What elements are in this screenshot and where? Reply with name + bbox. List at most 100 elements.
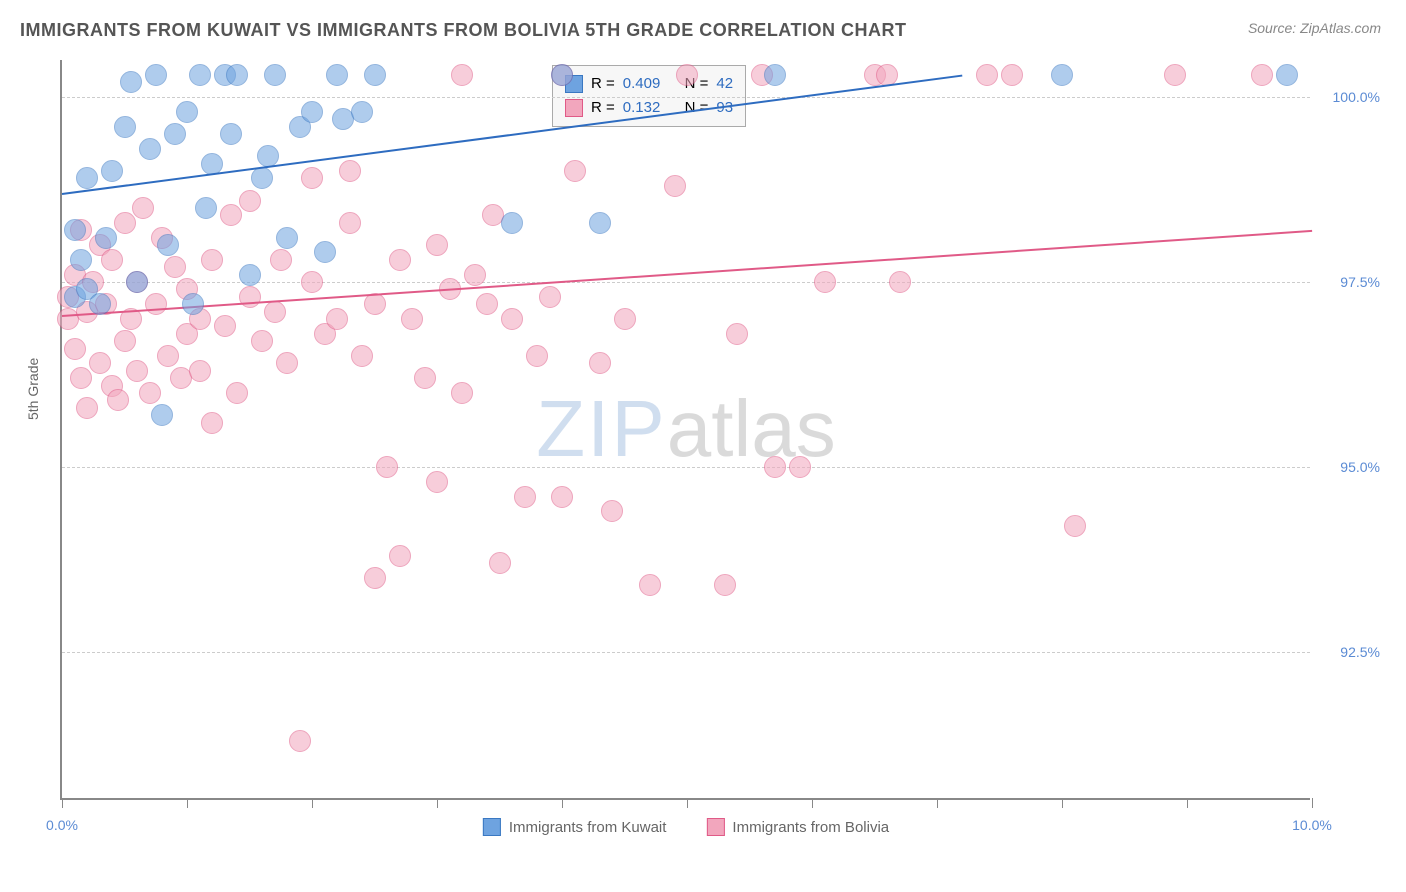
data-point-kuwait <box>1051 64 1073 86</box>
data-point-bolivia <box>114 212 136 234</box>
data-point-bolivia <box>364 567 386 589</box>
data-point-kuwait <box>276 227 298 249</box>
data-point-bolivia <box>451 64 473 86</box>
data-point-kuwait <box>195 197 217 219</box>
data-point-kuwait <box>145 64 167 86</box>
data-point-bolivia <box>89 352 111 374</box>
data-point-kuwait <box>176 101 198 123</box>
data-point-bolivia <box>401 308 423 330</box>
data-point-bolivia <box>226 382 248 404</box>
data-point-kuwait <box>589 212 611 234</box>
data-point-kuwait <box>364 64 386 86</box>
data-point-kuwait <box>351 101 373 123</box>
data-point-bolivia <box>476 293 498 315</box>
data-point-bolivia <box>526 345 548 367</box>
data-point-bolivia <box>326 308 348 330</box>
data-point-bolivia <box>551 486 573 508</box>
data-point-bolivia <box>276 352 298 374</box>
legend-item-bolivia: Immigrants from Bolivia <box>706 818 889 836</box>
x-tick <box>1312 798 1313 808</box>
data-point-bolivia <box>676 64 698 86</box>
data-point-kuwait <box>326 64 348 86</box>
data-point-kuwait <box>551 64 573 86</box>
data-point-bolivia <box>1251 64 1273 86</box>
data-point-bolivia <box>220 204 242 226</box>
data-point-bolivia <box>539 286 561 308</box>
x-tick <box>562 798 563 808</box>
data-point-kuwait <box>226 64 248 86</box>
data-point-kuwait <box>126 271 148 293</box>
data-point-kuwait <box>95 227 117 249</box>
data-point-kuwait <box>314 241 336 263</box>
data-point-kuwait <box>157 234 179 256</box>
x-tick <box>437 798 438 808</box>
n-value-kuwait: 42 <box>716 72 733 96</box>
swatch-kuwait-icon <box>483 818 501 836</box>
data-point-bolivia <box>601 500 623 522</box>
data-point-bolivia <box>464 264 486 286</box>
data-point-bolivia <box>239 190 261 212</box>
data-point-bolivia <box>270 249 292 271</box>
data-point-bolivia <box>489 552 511 574</box>
r-label: R = <box>591 72 615 96</box>
data-point-bolivia <box>114 330 136 352</box>
x-tick <box>62 798 63 808</box>
data-point-bolivia <box>664 175 686 197</box>
legend-label-kuwait: Immigrants from Kuwait <box>509 819 667 836</box>
data-point-kuwait <box>139 138 161 160</box>
data-point-kuwait <box>189 64 211 86</box>
r-value-kuwait: 0.409 <box>623 72 661 96</box>
r-label: R = <box>591 96 615 120</box>
data-point-bolivia <box>145 293 167 315</box>
data-point-bolivia <box>201 412 223 434</box>
data-point-kuwait <box>164 123 186 145</box>
data-point-bolivia <box>764 456 786 478</box>
y-tick-label: 92.5% <box>1340 644 1380 660</box>
data-point-bolivia <box>376 456 398 478</box>
data-point-bolivia <box>214 315 236 337</box>
y-axis-label: 5th Grade <box>25 358 41 420</box>
data-point-bolivia <box>107 389 129 411</box>
data-point-bolivia <box>351 345 373 367</box>
data-point-bolivia <box>614 308 636 330</box>
data-point-bolivia <box>426 234 448 256</box>
data-point-bolivia <box>64 338 86 360</box>
data-point-bolivia <box>126 360 148 382</box>
data-point-bolivia <box>389 249 411 271</box>
data-point-kuwait <box>89 293 111 315</box>
data-point-kuwait <box>76 167 98 189</box>
data-point-bolivia <box>589 352 611 374</box>
data-point-kuwait <box>301 101 323 123</box>
data-point-kuwait <box>501 212 523 234</box>
data-point-kuwait <box>70 249 92 271</box>
data-point-kuwait <box>182 293 204 315</box>
data-point-bolivia <box>426 471 448 493</box>
data-point-bolivia <box>201 249 223 271</box>
data-point-bolivia <box>501 308 523 330</box>
data-point-bolivia <box>564 160 586 182</box>
data-point-bolivia <box>789 456 811 478</box>
x-tick <box>687 798 688 808</box>
x-tick <box>1062 798 1063 808</box>
data-point-bolivia <box>814 271 836 293</box>
y-tick-label: 100.0% <box>1333 89 1380 105</box>
gridline <box>62 652 1310 653</box>
data-point-bolivia <box>414 367 436 389</box>
x-tick-label: 0.0% <box>46 817 78 833</box>
data-point-bolivia <box>1164 64 1186 86</box>
data-point-bolivia <box>251 330 273 352</box>
data-point-kuwait <box>220 123 242 145</box>
data-point-bolivia <box>157 345 179 367</box>
data-point-bolivia <box>726 323 748 345</box>
x-tick <box>187 798 188 808</box>
data-point-kuwait <box>1276 64 1298 86</box>
data-point-bolivia <box>1064 515 1086 537</box>
data-point-kuwait <box>239 264 261 286</box>
data-point-bolivia <box>339 160 361 182</box>
data-point-bolivia <box>101 249 123 271</box>
data-point-bolivia <box>451 382 473 404</box>
x-tick <box>812 798 813 808</box>
data-point-kuwait <box>264 64 286 86</box>
data-point-bolivia <box>132 197 154 219</box>
data-point-bolivia <box>1001 64 1023 86</box>
